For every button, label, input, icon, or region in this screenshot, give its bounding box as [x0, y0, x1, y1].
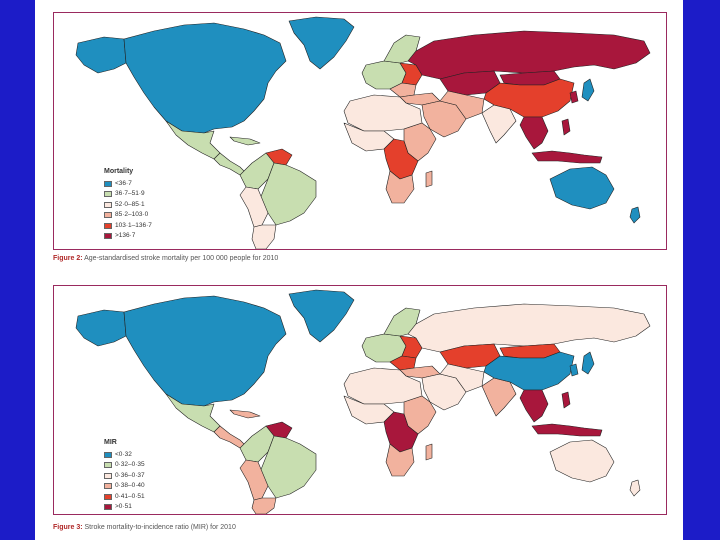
legend-swatch — [104, 201, 112, 208]
figure-2-caption: Figure 2: Age-standardised stroke mortal… — [53, 255, 278, 262]
legend-item: 85·2–103·0 — [104, 210, 152, 221]
legend-item: <0·32 — [104, 450, 145, 461]
legend-label: 52·0–85·1 — [115, 200, 145, 208]
region-madagascar[interactable] — [425, 443, 433, 461]
region-philippines[interactable] — [561, 391, 571, 409]
legend-item: >0·51 — [104, 502, 145, 513]
region-scandinavia[interactable] — [383, 307, 421, 337]
region-alaska[interactable] — [75, 309, 127, 347]
legend-label: 0·38–0·40 — [115, 482, 145, 489]
region-australia[interactable] — [549, 439, 615, 483]
legend-item: 36·7–51·9 — [104, 189, 152, 200]
region-philippines[interactable] — [561, 118, 571, 136]
region-southern-cone[interactable] — [251, 224, 277, 249]
legend-label: 85·2–103·0 — [115, 211, 149, 218]
legend-label: <36·7 — [115, 179, 132, 187]
region-indonesia[interactable] — [531, 423, 603, 437]
legend-title: MIR — [104, 439, 117, 446]
region-madagascar[interactable] — [425, 170, 433, 188]
legend-item: 0·41–0·51 — [104, 492, 145, 503]
figure-3-caption: Figure 3: Stroke mortality-to-incidence … — [53, 524, 236, 531]
legend-swatch — [104, 451, 112, 458]
region-india[interactable] — [481, 104, 517, 144]
legend-swatch — [104, 233, 112, 240]
legend-swatch — [104, 222, 112, 229]
legend-label: <0·32 — [115, 450, 132, 458]
region-korea[interactable] — [569, 363, 579, 377]
legend-label: 0·36–0·37 — [115, 471, 145, 479]
legend-swatch — [104, 180, 112, 187]
region-japan[interactable] — [581, 351, 595, 375]
region-cuba[interactable] — [229, 409, 261, 419]
legend-swatch — [104, 493, 112, 500]
legend-item: >136·7 — [104, 231, 152, 242]
region-central-america[interactable] — [213, 425, 247, 449]
region-new-zealand[interactable] — [629, 206, 641, 224]
region-russia[interactable] — [407, 303, 651, 353]
caption-label: Figure 3: — [53, 524, 83, 531]
caption-text: Stroke mortality-to-incidence ratio (MIR… — [82, 524, 236, 531]
region-korea[interactable] — [569, 90, 579, 104]
region-southern-cone[interactable] — [251, 497, 277, 514]
region-greenland[interactable] — [288, 289, 355, 343]
region-china[interactable] — [483, 78, 575, 118]
legend-swatch — [104, 462, 112, 469]
region-north-america[interactable] — [123, 22, 287, 134]
caption-text: Age-standardised stroke mortality per 10… — [82, 255, 279, 262]
region-scandinavia[interactable] — [383, 34, 421, 64]
legend-swatch — [104, 504, 112, 511]
region-greenland[interactable] — [288, 16, 355, 70]
region-new-zealand[interactable] — [629, 479, 641, 497]
legend-item: <36·7 — [104, 179, 152, 190]
mortality-world-map — [75, 16, 651, 249]
region-balkans[interactable] — [389, 82, 417, 98]
legend-swatch — [104, 191, 112, 198]
legend-item: 0·38–0·40 — [104, 481, 145, 492]
legend-label: >136·7 — [115, 232, 136, 239]
legend-item: 103·1–136·7 — [104, 221, 152, 232]
region-china[interactable] — [483, 351, 575, 391]
caption-label: Figure 2: — [53, 255, 83, 262]
legend-item: 52·0–85·1 — [104, 200, 152, 211]
region-central-africa[interactable] — [383, 138, 419, 180]
region-alaska[interactable] — [75, 36, 127, 74]
region-central-america[interactable] — [213, 152, 247, 176]
region-japan[interactable] — [581, 78, 595, 102]
legend-item: 0·32–0·35 — [104, 460, 145, 471]
mir-map-panel: MIR <0·32 0·32–0·35 0·36–0·37 0·38–0·40 … — [53, 285, 667, 515]
mir-legend: MIR <0·32 0·32–0·35 0·36–0·37 0·38–0·40 … — [104, 438, 145, 513]
region-iran[interactable] — [439, 363, 485, 393]
legend-label: 0·41–0·51 — [115, 492, 145, 500]
region-southeast-asia[interactable] — [519, 116, 549, 150]
legend-label: >0·51 — [115, 503, 132, 510]
figure-page: Mortality <36·7 36·7–51·9 52·0–85·1 85·2… — [35, 0, 683, 540]
legend-swatch — [104, 472, 112, 479]
region-north-america[interactable] — [123, 295, 287, 407]
region-australia[interactable] — [549, 166, 615, 210]
mortality-map-panel: Mortality <36·7 36·7–51·9 52·0–85·1 85·2… — [53, 12, 667, 250]
legend-swatch — [104, 212, 112, 219]
region-southern-africa[interactable] — [385, 443, 415, 477]
region-iran[interactable] — [439, 90, 485, 120]
legend-swatch — [104, 483, 112, 490]
region-russia[interactable] — [407, 30, 651, 80]
region-central-africa[interactable] — [383, 411, 419, 453]
region-southeast-asia[interactable] — [519, 389, 549, 423]
region-southern-africa[interactable] — [385, 170, 415, 204]
mir-world-map — [75, 289, 651, 514]
legend-label: 0·32–0·35 — [115, 461, 145, 468]
region-cuba[interactable] — [229, 136, 261, 146]
legend-title: Mortality — [104, 168, 134, 175]
region-balkans[interactable] — [389, 355, 417, 371]
region-indonesia[interactable] — [531, 150, 603, 164]
legend-label: 103·1–136·7 — [115, 221, 152, 229]
mortality-legend: Mortality <36·7 36·7–51·9 52·0–85·1 85·2… — [104, 167, 152, 242]
legend-label: 36·7–51·9 — [115, 190, 145, 197]
legend-item: 0·36–0·37 — [104, 471, 145, 482]
region-india[interactable] — [481, 377, 517, 417]
